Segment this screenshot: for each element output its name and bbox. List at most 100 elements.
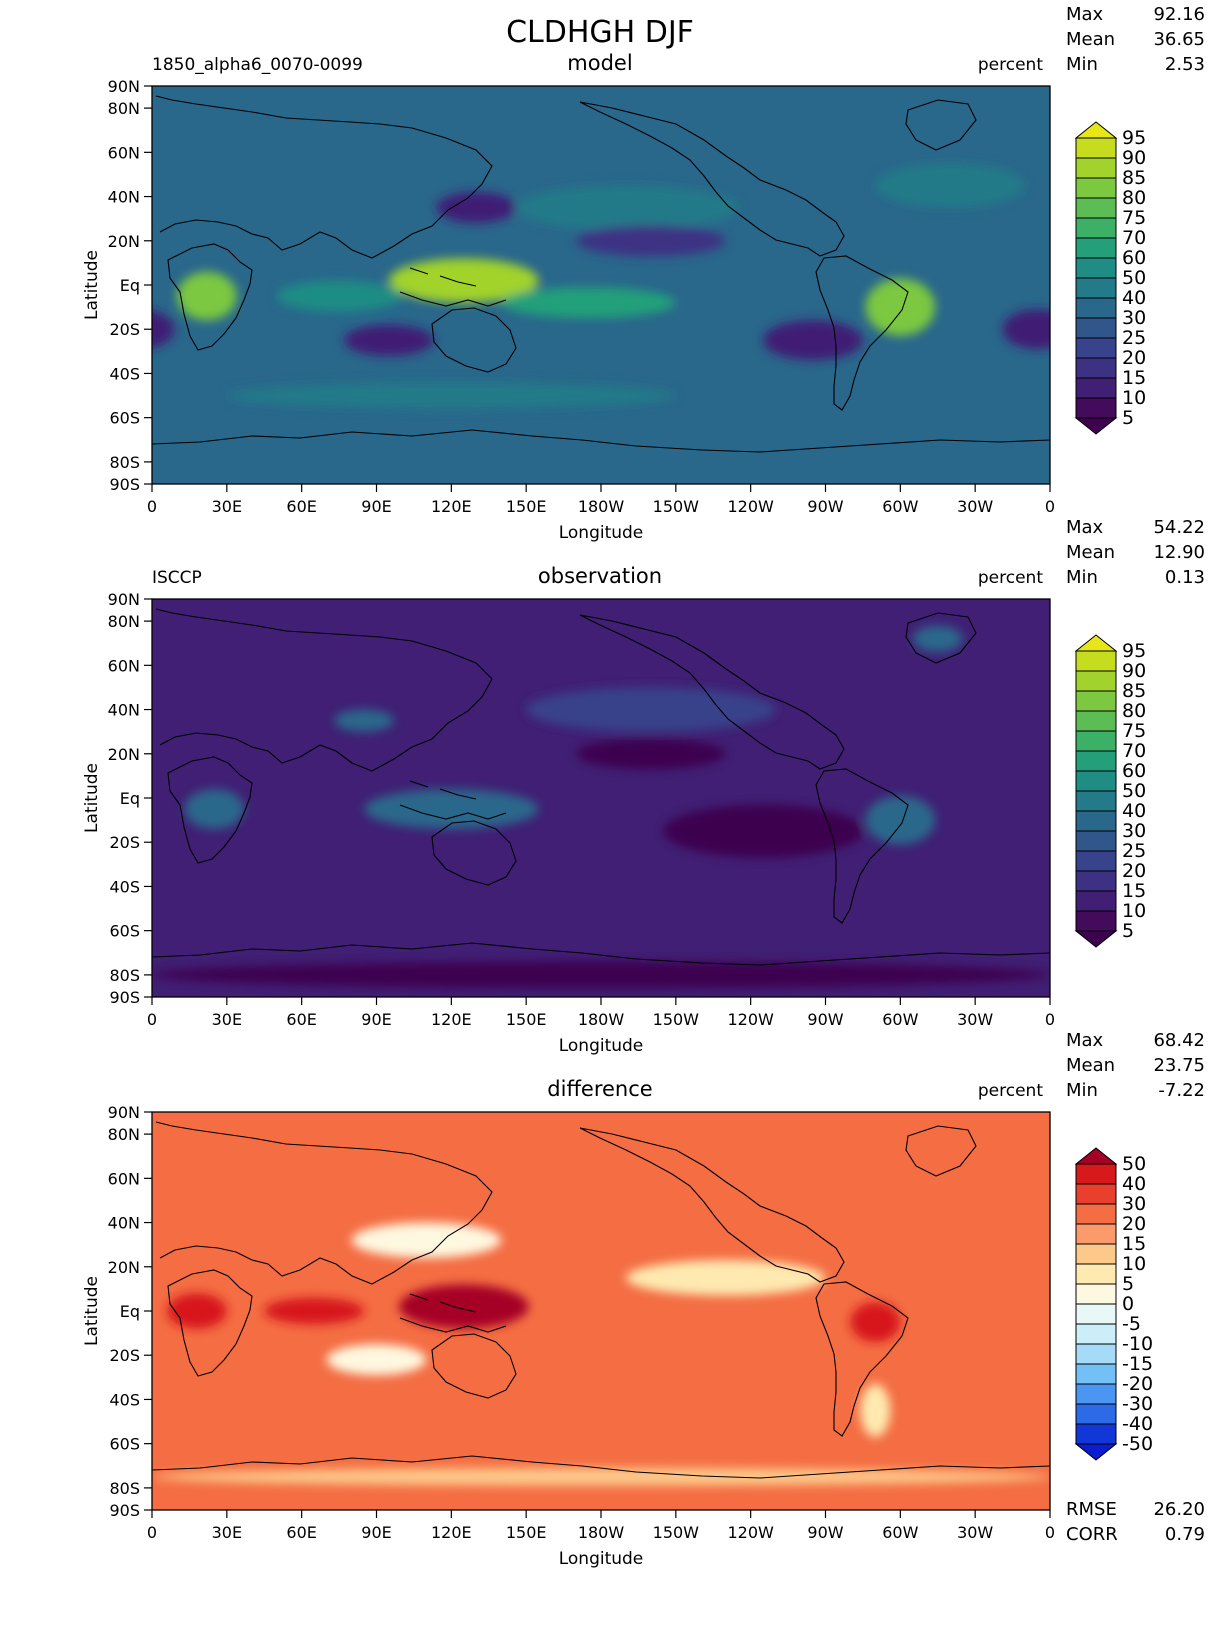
heatmap-feature: [344, 324, 434, 356]
colorbar-level-label: 20: [1122, 860, 1146, 882]
heatmap-feature: [351, 1222, 502, 1258]
colorbar-level-label: 5: [1122, 920, 1134, 942]
x-tick-label: 90E: [361, 497, 391, 516]
y-tick-label: Eq: [120, 1302, 140, 1321]
heatmap-feature: [850, 1302, 901, 1342]
y-tick-label: 60S: [109, 409, 140, 428]
coastline-north-america: [579, 101, 845, 257]
x-tick-label: 30E: [212, 1010, 242, 1029]
x-tick-label: 150W: [653, 1010, 700, 1029]
heatmap-feature: [436, 192, 517, 224]
panel-observation: ISCCP observation percent Max 54.22 Mean…: [82, 517, 1205, 1056]
colorbar-level-label: 50: [1122, 780, 1146, 802]
colorbar-segment: [1075, 1183, 1117, 1205]
x-tick-label: 30W: [957, 1523, 993, 1542]
colorbar-segment: [1075, 870, 1117, 892]
heatmap-features: [152, 163, 1050, 409]
y-tick-label: 40S: [109, 364, 140, 383]
x-axis-ticks: 0 30E 60E 90E 120E 150E 180W 150W 120W 90W 60W 30W 0: [147, 1510, 1055, 1542]
colorbar-level-label: 10: [1122, 900, 1146, 922]
y-tick-label: 80N: [108, 99, 140, 118]
y-axis-label: Latitude: [82, 1276, 102, 1346]
colorbar-upper-extension: [1074, 1147, 1118, 1165]
colorbar-segment: [1075, 1403, 1117, 1425]
stat-min-value: 0.13: [1165, 567, 1205, 588]
colorbar-segment: [1075, 670, 1117, 692]
x-tick-label: 60E: [286, 1523, 316, 1542]
colorbar-lower-extension: [1074, 930, 1118, 948]
colorbar-level-label: 15: [1122, 880, 1146, 902]
colorbar-segment: [1075, 217, 1117, 239]
coastlines: [152, 1121, 1050, 1479]
stat-mean-label: Mean: [1066, 29, 1115, 50]
y-axis-label: Latitude: [82, 763, 102, 833]
x-tick-label: 0: [1045, 1010, 1055, 1029]
coastline-south-america: [815, 255, 909, 411]
x-tick-label: 60E: [286, 497, 316, 516]
heatmap-feature: [166, 1293, 227, 1329]
coastline-maritime-continent: [399, 1293, 507, 1333]
x-tick-label: 90W: [807, 497, 843, 516]
colorbar-level-label: 30: [1122, 307, 1146, 329]
colorbar-level-label: -10: [1122, 1333, 1153, 1355]
colorbar-segment: [1075, 1363, 1117, 1385]
colorbar-level-label: 40: [1122, 800, 1146, 822]
colorbar-segment: [1075, 1263, 1117, 1285]
x-tick-label: 60E: [286, 1010, 316, 1029]
y-tick-label: 20N: [108, 745, 140, 764]
stat-max-value: 92.16: [1153, 4, 1205, 25]
colorbar-segment: [1075, 770, 1117, 792]
colorbar-level-label: -20: [1122, 1373, 1153, 1395]
x-tick-label: 120E: [431, 1523, 472, 1542]
heatmap-feature: [276, 280, 402, 312]
x-tick-label: 0: [1045, 1523, 1055, 1542]
colorbar-segment: [1075, 890, 1117, 912]
y-tick-label: Eq: [120, 276, 140, 295]
y-tick-label: 90S: [109, 1501, 140, 1520]
colorbar-level-label: 40: [1122, 1173, 1146, 1195]
heatmap-feature: [184, 789, 245, 829]
heatmap-feature: [625, 1260, 826, 1296]
colorbar-level-label: 20: [1122, 347, 1146, 369]
y-tick-label: 80N: [108, 1125, 140, 1144]
colorbar-level-label: 30: [1122, 820, 1146, 842]
x-tick-label: 150E: [506, 1010, 547, 1029]
colorbar-level-label: 80: [1122, 187, 1146, 209]
y-tick-label: 40S: [109, 877, 140, 896]
colorbar-segment: [1075, 357, 1117, 379]
y-tick-label: 80S: [109, 966, 140, 985]
y-tick-label: 90S: [109, 988, 140, 1007]
colorbar-level-label: 15: [1122, 367, 1146, 389]
y-tick-label: 20S: [109, 1346, 140, 1365]
x-tick-label: 90W: [807, 1523, 843, 1542]
colorbar-segment: [1075, 1203, 1117, 1225]
y-tick-label: 90N: [108, 1103, 140, 1122]
colorbar-segment: [1075, 237, 1117, 259]
heatmap-feature: [763, 320, 863, 361]
colorbar-segment: [1075, 157, 1117, 179]
x-tick-label: 150E: [506, 497, 547, 516]
x-axis-ticks: 0 30E 60E 90E 120E 150E 180W 150W 120W 90W 60W 30W 0: [147, 997, 1055, 1029]
colorbar-level-label: 75: [1122, 207, 1146, 229]
colorbar-level-label: 60: [1122, 760, 1146, 782]
y-tick-label: 90N: [108, 590, 140, 609]
y-tick-label: 60N: [108, 656, 140, 675]
stat-mean-label: Mean: [1066, 542, 1115, 563]
heatmap-feature: [865, 278, 936, 336]
colorbar-segment: [1075, 850, 1117, 872]
colorbar-lower-extension: [1074, 1443, 1118, 1461]
coastline-greenland: [905, 99, 977, 151]
x-tick-label: 90W: [807, 1010, 843, 1029]
colorbar-level-label: 90: [1122, 660, 1146, 682]
colorbar-level-label: 80: [1122, 700, 1146, 722]
colorbar-segment: [1075, 730, 1117, 752]
stat-mean-value: 36.65: [1153, 29, 1205, 50]
colorbar-segment: [1075, 277, 1117, 299]
coastline-maritime-continent: [399, 267, 507, 307]
heatmap-feature: [663, 804, 863, 858]
y-tick-label: 80S: [109, 453, 140, 472]
colorbar-lower-extension: [1074, 417, 1118, 435]
heatmap-feature: [576, 225, 726, 257]
metrics-block: RMSE 26.20 CORR 0.79: [1066, 1499, 1205, 1545]
colorbar-segment: [1075, 690, 1117, 712]
